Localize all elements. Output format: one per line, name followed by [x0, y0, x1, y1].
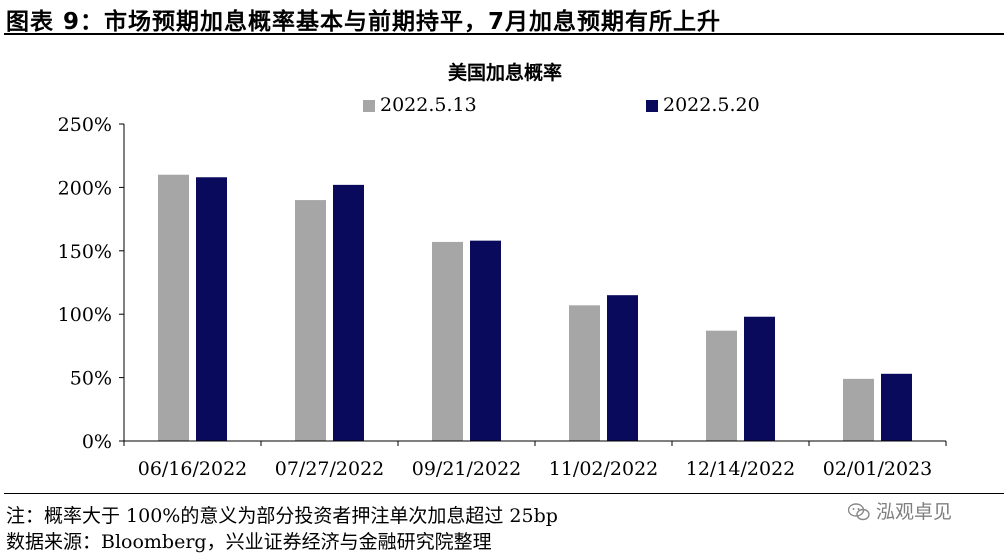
bar	[432, 241, 463, 441]
figure-title: 图表 9：市场预期加息概率基本与前期持平，7月加息预期有所上升	[6, 9, 722, 35]
legend-label: 2022.5.20	[663, 94, 760, 116]
y-tick-label: 50%	[70, 368, 112, 390]
y-tick-label: 0%	[82, 431, 112, 453]
legend-label: 2022.5.13	[380, 94, 477, 116]
x-axis: 06/16/2022 07/27/2022 09/21/2022 11/02/2022…	[123, 440, 947, 480]
bar	[881, 373, 912, 441]
chart-title: 美国加息概率	[448, 61, 562, 84]
bar	[470, 240, 501, 441]
bar	[333, 184, 364, 441]
bars	[158, 174, 912, 442]
x-tick-label: 07/27/2022	[275, 458, 385, 480]
bar	[706, 330, 737, 441]
bar	[843, 378, 874, 441]
y-axis: 0% 50% 100% 150% 200% 250%	[58, 114, 125, 453]
source-note: 数据来源：Bloomberg，兴业证券经济与金融研究院整理	[6, 531, 492, 553]
legend-swatch	[646, 100, 658, 112]
bar	[569, 305, 600, 441]
y-tick-label: 200%	[58, 177, 112, 199]
y-tick-label: 100%	[58, 304, 112, 326]
watermark-text: 泓观卓见	[876, 501, 953, 523]
legend-swatch	[363, 100, 375, 112]
x-tick-label: 09/21/2022	[412, 458, 522, 480]
x-tick-label: 06/16/2022	[138, 458, 248, 480]
bar	[744, 316, 775, 441]
watermark: 泓观卓见	[848, 497, 952, 524]
notes-divider	[4, 493, 1004, 494]
x-tick-label: 11/02/2022	[549, 458, 659, 480]
bar	[295, 200, 326, 441]
bar	[196, 177, 227, 442]
bar	[158, 174, 189, 441]
y-tick-label: 250%	[58, 114, 112, 136]
title-divider	[4, 33, 1004, 35]
chart-legend: 2022.5.13 2022.5.20	[363, 94, 760, 116]
chart-note: 注：概率大于 100%的意义为部分投资者押注单次加息超过 25bp	[6, 505, 558, 527]
wechat-icon	[848, 503, 870, 521]
bar	[607, 295, 638, 441]
y-tick-label: 150%	[58, 241, 112, 263]
x-tick-label: 12/14/2022	[686, 458, 796, 480]
x-tick-label: 02/01/2023	[823, 458, 933, 480]
